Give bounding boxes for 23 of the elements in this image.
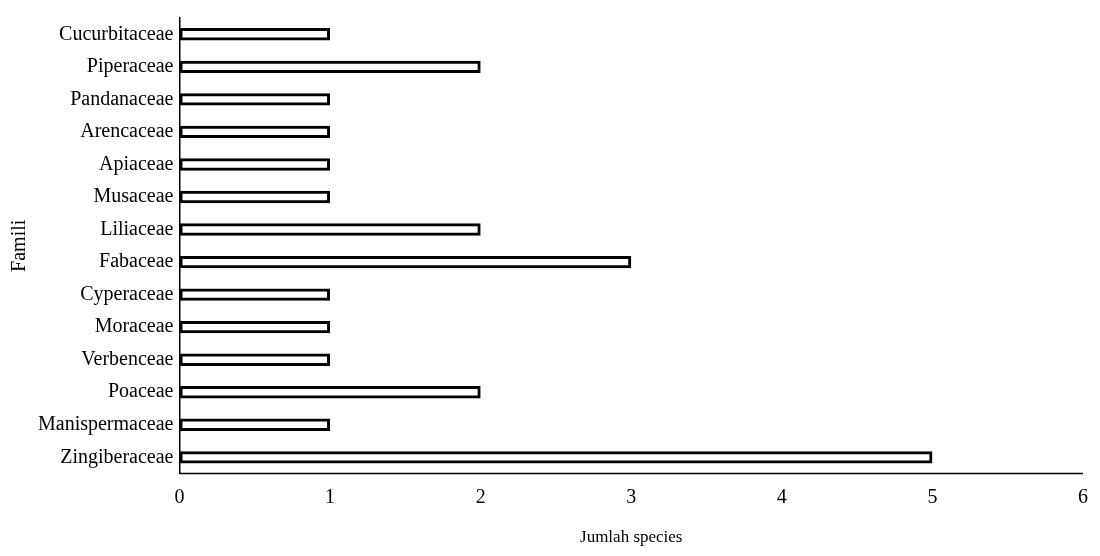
x-tick-label: 3 <box>626 484 637 507</box>
x-tick-label: 6 <box>1078 484 1088 507</box>
x-tick-label: 4 <box>776 484 787 507</box>
x-tick-label: 1 <box>325 484 336 507</box>
x-axis-title: Jumlah species <box>580 527 683 547</box>
y-tick-label: Manispermaceae <box>37 412 174 436</box>
y-tick-label: Arencaceae <box>80 119 174 142</box>
y-axis-title: Famili <box>7 219 30 272</box>
y-tick-label: Piperaceae <box>86 54 174 78</box>
y-tick-label: Cucurbitaceae <box>59 21 174 44</box>
y-tick-label: Zingiberaceae <box>60 444 174 468</box>
y-tick-label: Moraceae <box>94 314 174 337</box>
y-tick-label: Verbenceae <box>81 346 174 369</box>
y-tick-label: Poaceae <box>107 379 174 402</box>
y-tick-label: Apiaceae <box>99 151 174 175</box>
x-tick-label: 2 <box>475 484 486 507</box>
y-tick-label: Pandanaceae <box>70 86 174 109</box>
y-tick-label: Fabaceae <box>99 249 174 272</box>
x-tick-label: 0 <box>174 484 185 507</box>
y-tick-label: Liliaceae <box>100 216 174 239</box>
y-tick-label: Musaceae <box>93 184 174 207</box>
x-tick-label: 5 <box>927 484 938 507</box>
y-tick-label: Cyperaceae <box>80 281 174 305</box>
